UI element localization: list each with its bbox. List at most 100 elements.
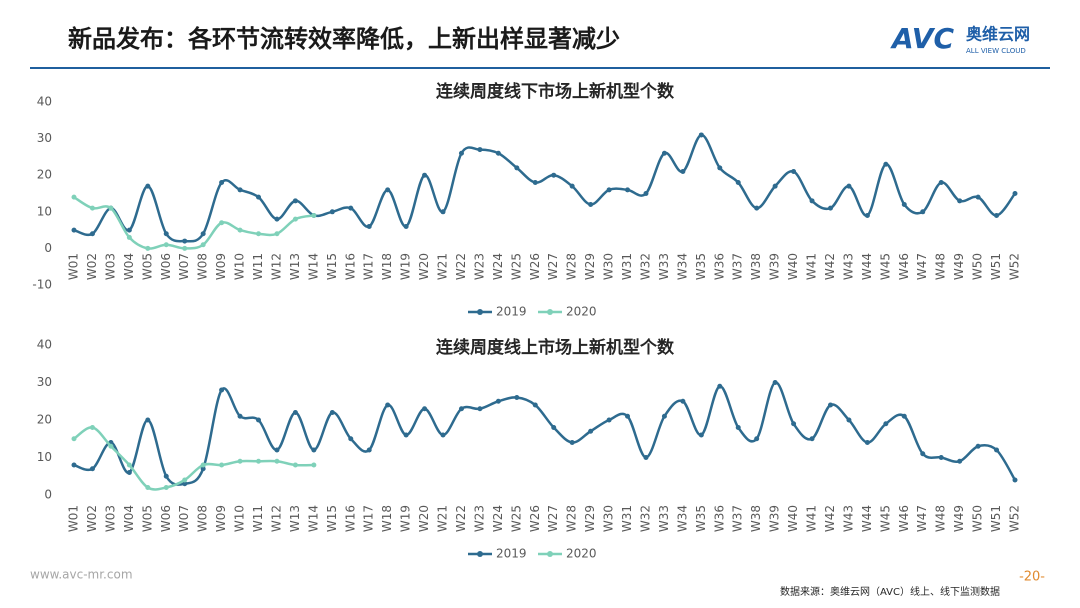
x-tick-label: W42 [823, 505, 837, 532]
series-point [71, 436, 77, 442]
series-point [145, 183, 151, 189]
x-tick-label: W26 [528, 253, 542, 280]
series-point [89, 205, 95, 211]
series-point [422, 406, 428, 412]
x-tick-label: W32 [638, 505, 652, 532]
x-tick-label: W36 [712, 253, 726, 280]
series-point [274, 216, 280, 222]
x-tick-label: W09 [214, 253, 228, 280]
series-point [440, 209, 446, 215]
x-tick-label: W16 [343, 253, 357, 280]
series-point [348, 205, 354, 211]
series-point [440, 432, 446, 438]
x-tick-label: W49 [952, 253, 966, 280]
x-tick-label: W06 [159, 505, 173, 532]
x-tick-label: W41 [805, 505, 819, 532]
series-point [311, 212, 317, 218]
x-tick-label: W35 [694, 505, 708, 532]
series-point [477, 406, 483, 412]
series-point [625, 187, 631, 193]
series-point [182, 238, 188, 244]
x-tick-label: W09 [214, 505, 228, 532]
series-point [661, 413, 667, 419]
series-point [901, 413, 907, 419]
x-tick-label: W22 [454, 505, 468, 532]
series-point [274, 458, 280, 464]
series-point [551, 425, 557, 430]
x-tick-label: W23 [472, 253, 486, 280]
series-point [569, 440, 575, 445]
x-tick-label: W25 [509, 505, 523, 532]
x-tick-label: W28 [565, 505, 579, 532]
series-point [145, 417, 151, 423]
y-tick-label: 40 [37, 338, 52, 352]
series-point [569, 183, 575, 189]
series-point [477, 147, 483, 153]
series-point [588, 428, 594, 434]
x-tick-label: W51 [989, 505, 1003, 532]
x-tick-label: W47 [915, 505, 929, 532]
series-point [200, 231, 206, 237]
series-point [1012, 191, 1018, 196]
legend-label: 2019 [496, 547, 527, 561]
series-point [532, 180, 538, 186]
series-point [200, 462, 206, 468]
x-tick-label: W29 [583, 505, 597, 532]
x-tick-label: W14 [306, 505, 320, 532]
series-point [126, 470, 132, 475]
series-point [809, 198, 815, 204]
x-tick-label: W10 [233, 505, 247, 532]
series-point [827, 402, 833, 408]
legend-label: 2020 [566, 547, 597, 561]
x-tick-label: W05 [140, 253, 154, 280]
logo-cn: 奥维云网 [966, 25, 1030, 44]
x-tick-label: W14 [306, 253, 320, 280]
x-tick-label: W50 [971, 505, 985, 532]
x-tick-label: W45 [878, 505, 892, 532]
series-line [73, 133, 1017, 243]
series-point [735, 180, 741, 186]
series-point [163, 242, 169, 248]
x-tick-label: W20 [417, 505, 431, 532]
series-point [864, 212, 870, 218]
x-tick-label: W36 [712, 505, 726, 532]
series-point [495, 398, 501, 404]
series-point [274, 447, 280, 453]
x-tick-label: W23 [472, 505, 486, 532]
series-point [292, 462, 298, 468]
series-point [219, 387, 225, 393]
x-tick-label: W03 [103, 505, 117, 532]
x-tick-label: W52 [1008, 253, 1022, 280]
series-point [754, 436, 760, 442]
series-point [256, 194, 262, 200]
series-point [938, 180, 944, 186]
x-tick-label: W44 [860, 505, 874, 532]
series-point [717, 165, 723, 171]
series-point [791, 169, 797, 175]
series-point [89, 231, 95, 237]
series-point [606, 187, 612, 193]
series-point [163, 231, 169, 237]
x-tick-label: W34 [675, 505, 689, 532]
y-tick-label: 30 [37, 131, 52, 145]
series-point [182, 245, 188, 251]
x-tick-label: W25 [509, 253, 523, 280]
x-tick-label: W29 [583, 253, 597, 280]
series-point [274, 231, 280, 237]
x-tick-label: W40 [786, 253, 800, 280]
series-line [73, 426, 314, 491]
series-point [1012, 477, 1018, 483]
x-tick-label: W16 [343, 505, 357, 532]
x-tick-label: W50 [971, 253, 985, 280]
x-tick-label: W43 [841, 253, 855, 280]
x-tick-label: W02 [85, 505, 99, 532]
x-tick-label: W15 [325, 253, 339, 280]
x-tick-label: W40 [786, 505, 800, 532]
x-tick-label: W19 [399, 505, 413, 532]
series-point [237, 187, 243, 193]
series-point [957, 198, 963, 204]
series-point [846, 417, 852, 423]
series-point [975, 194, 981, 200]
series-point [311, 447, 317, 453]
legend-dot [547, 309, 553, 315]
